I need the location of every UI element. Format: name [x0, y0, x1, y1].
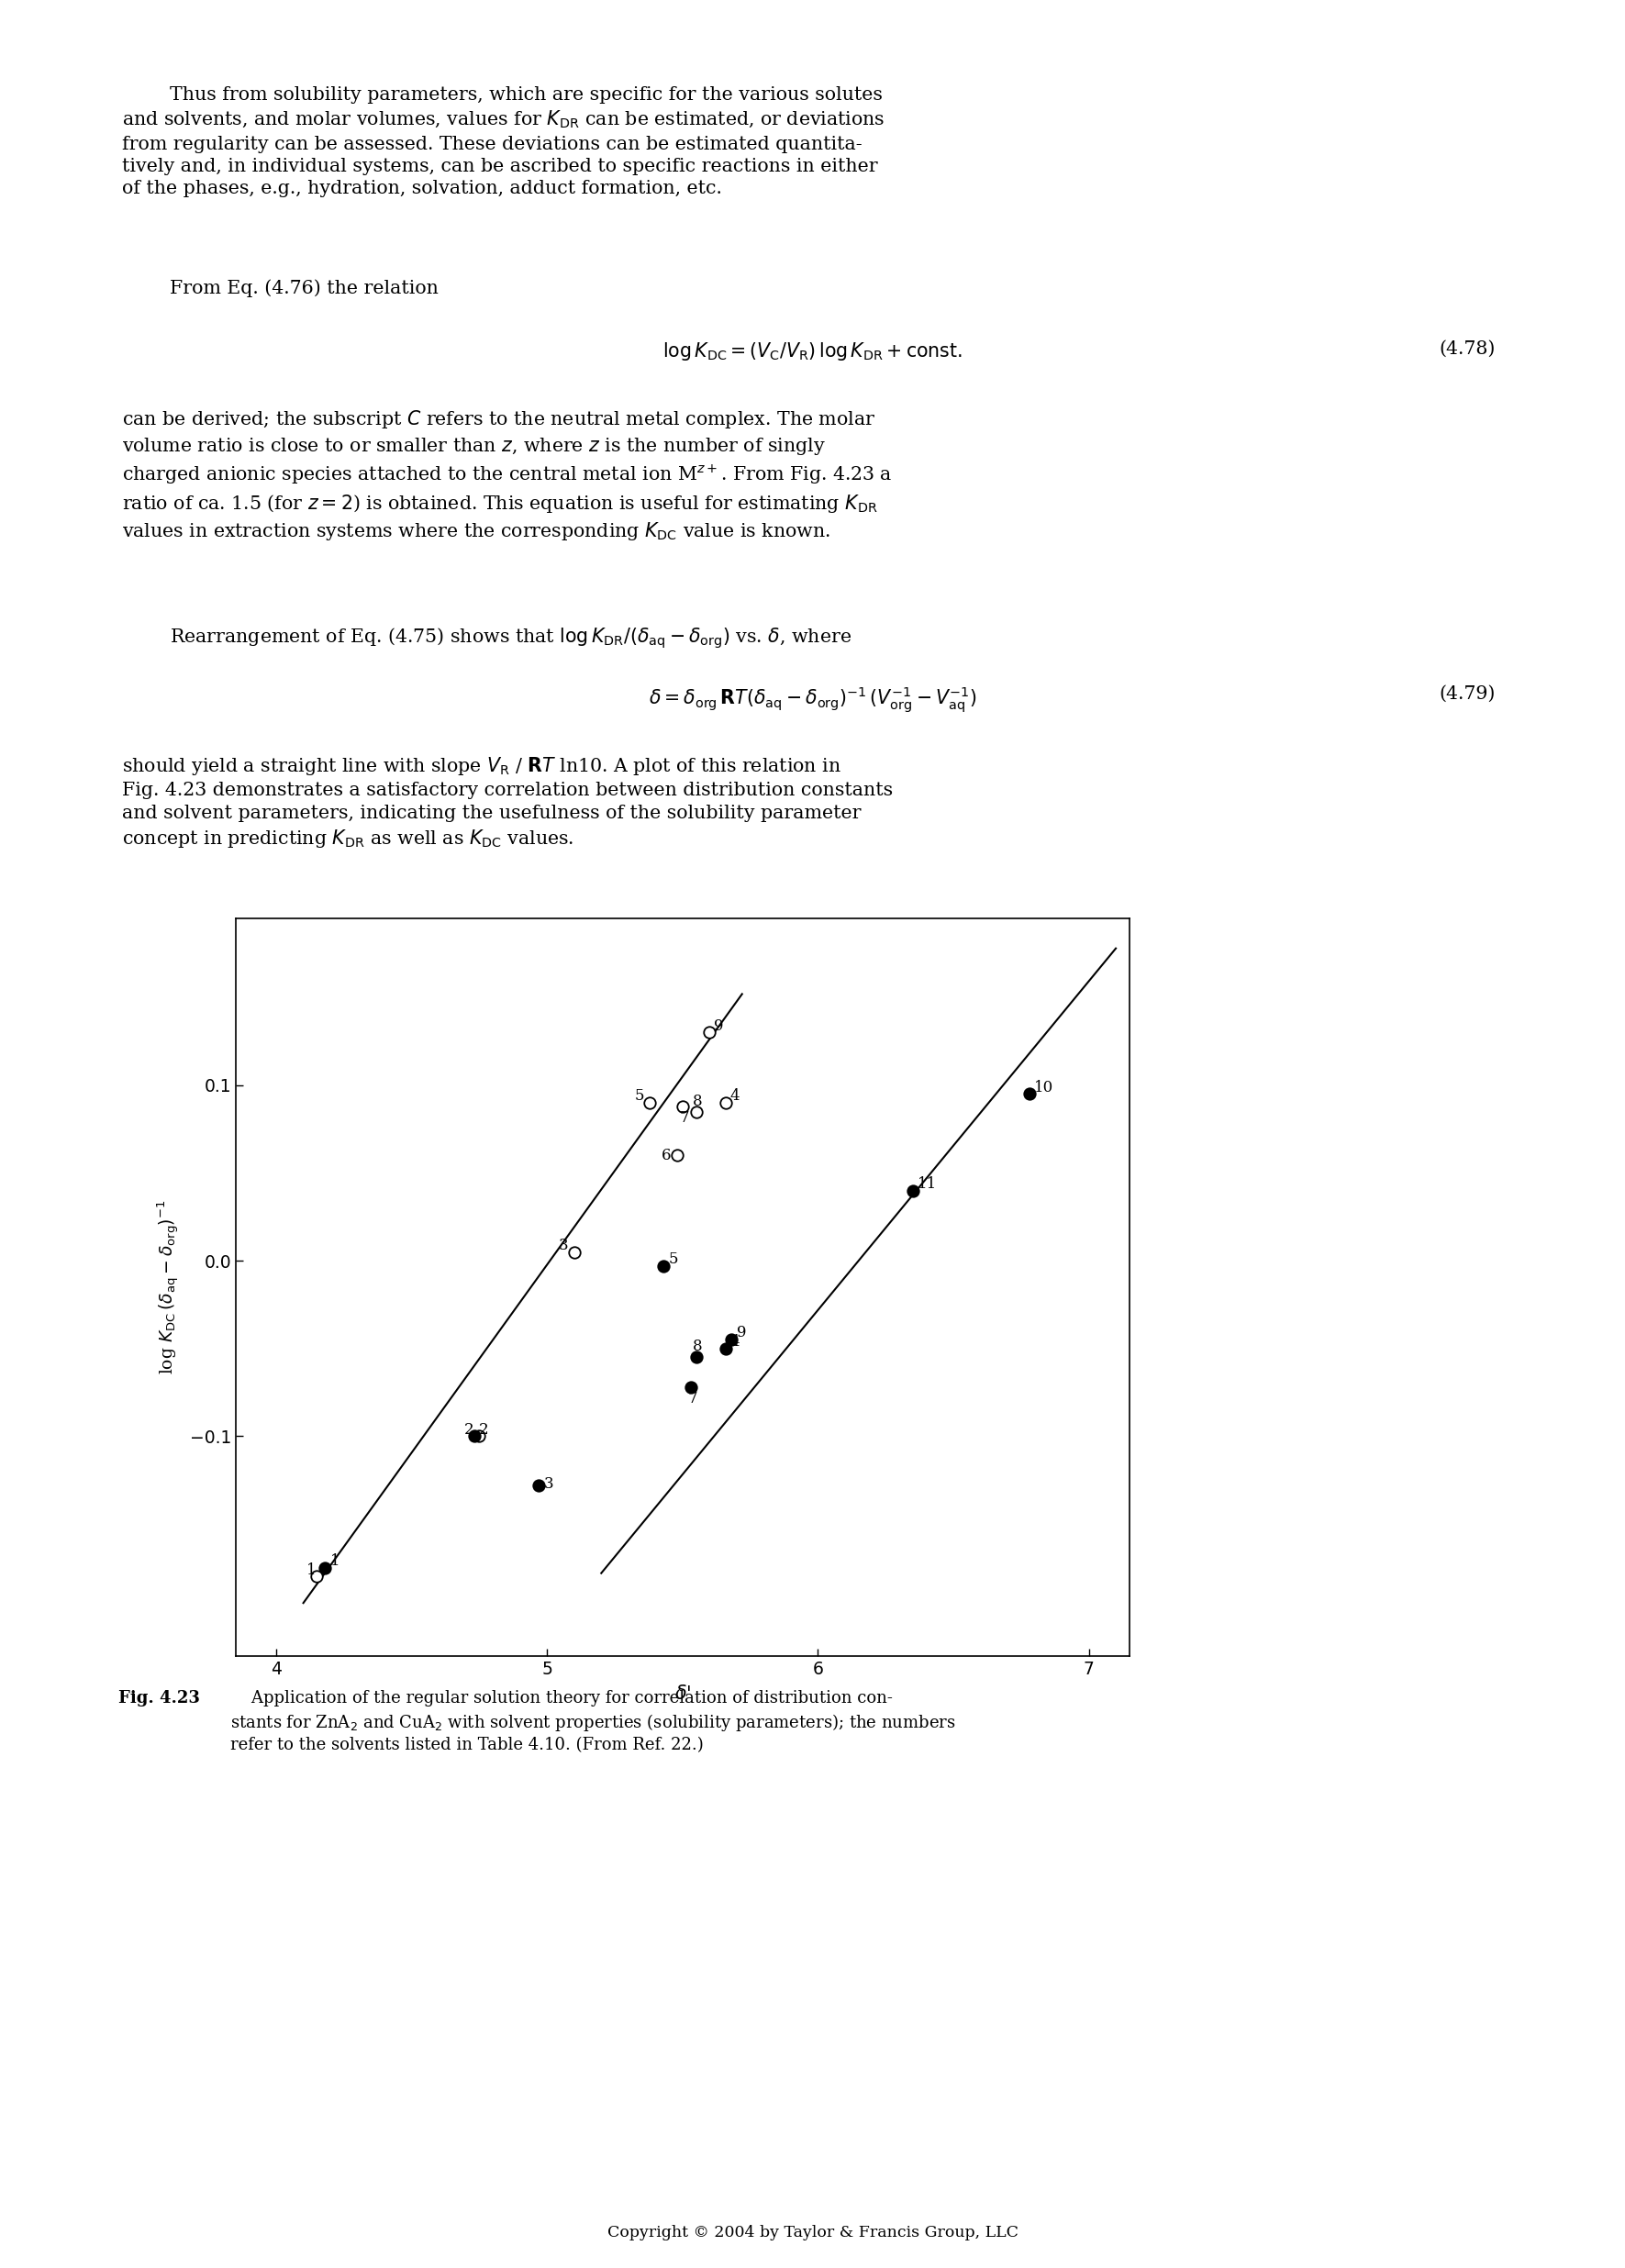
Text: $\log K_{\mathrm{DC}} = (V_{\mathrm{C}}/V_{\mathrm{R}})\, \log K_{\mathrm{DR}} +: $\log K_{\mathrm{DC}} = (V_{\mathrm{C}}/… [663, 340, 962, 363]
Text: 5: 5 [635, 1089, 645, 1105]
Text: 4: 4 [730, 1334, 739, 1349]
Text: 11: 11 [918, 1177, 938, 1191]
X-axis label: $\delta$': $\delta$' [674, 1685, 691, 1703]
Text: (4.78): (4.78) [1438, 340, 1495, 358]
Text: 7: 7 [679, 1109, 689, 1125]
Text: should yield a straight line with slope $V_{\mathrm{R}}$ / $\mathbf{R}T$ ln10. A: should yield a straight line with slope … [122, 755, 892, 850]
Y-axis label: log $K_{\mathrm{DC}}\,(\delta_{\mathrm{aq}} - \delta_{\mathrm{org}})^{-1}$: log $K_{\mathrm{DC}}\,(\delta_{\mathrm{a… [156, 1200, 182, 1374]
Text: Copyright © 2004 by Taylor & Francis Group, LLC: Copyright © 2004 by Taylor & Francis Gro… [608, 2225, 1017, 2241]
Text: Rearrangement of Eq. (4.75) shows that $\log K_{\mathrm{DR}}/(\delta_{\mathrm{aq: Rearrangement of Eq. (4.75) shows that $… [122, 626, 851, 651]
Text: 1: 1 [307, 1563, 317, 1579]
Text: can be derived; the subscript $C$ refers to the neutral metal complex. The molar: can be derived; the subscript $C$ refers… [122, 408, 892, 542]
Text: 7: 7 [687, 1390, 697, 1406]
Text: 9: 9 [736, 1325, 746, 1340]
Text: (4.79): (4.79) [1438, 685, 1495, 703]
Text: 10: 10 [1034, 1080, 1053, 1095]
Text: From Eq. (4.76) the relation: From Eq. (4.76) the relation [122, 279, 439, 297]
Text: 6: 6 [661, 1148, 671, 1163]
Text: 2: 2 [479, 1422, 489, 1438]
Text: 8: 8 [692, 1093, 702, 1109]
Text: Application of the regular solution theory for correlation of distribution con-
: Application of the regular solution theo… [231, 1690, 956, 1753]
Text: 3: 3 [544, 1476, 554, 1492]
Text: 4: 4 [730, 1089, 739, 1105]
Text: Thus from solubility parameters, which are specific for the various solutes
and : Thus from solubility parameters, which a… [122, 86, 884, 197]
Text: 1: 1 [330, 1554, 340, 1569]
Text: 8: 8 [692, 1338, 702, 1354]
Text: Fig. 4.23: Fig. 4.23 [119, 1690, 200, 1706]
Text: $\delta = \delta_{\mathrm{org}}\, \mathbf{R}T(\delta_{\mathrm{aq}}-\delta_{\math: $\delta = \delta_{\mathrm{org}}\, \mathb… [648, 685, 977, 714]
Text: 9: 9 [713, 1018, 723, 1034]
Text: 3: 3 [559, 1238, 569, 1254]
Text: 2: 2 [465, 1422, 474, 1438]
Text: 5: 5 [668, 1252, 678, 1268]
